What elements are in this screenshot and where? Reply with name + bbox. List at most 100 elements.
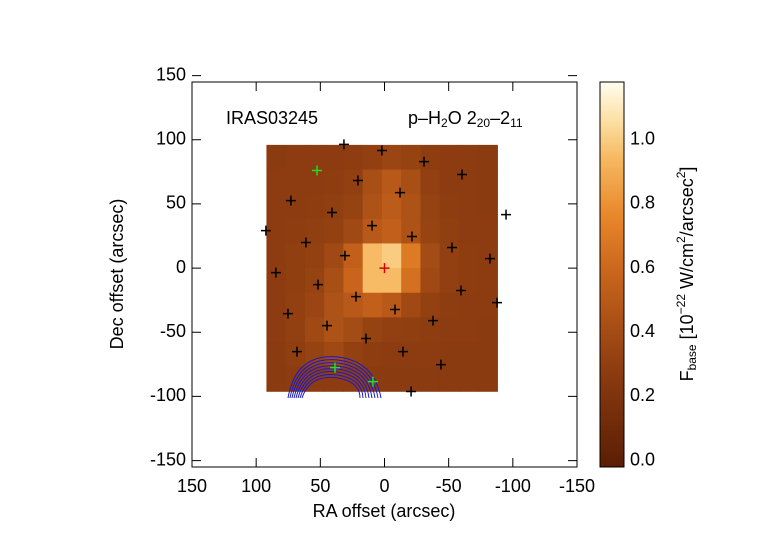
cross-marker [447,242,458,253]
x-tick-label: -150 [559,476,595,496]
image-cell [304,194,325,220]
cross-marker [501,209,512,220]
image-cell [343,169,364,195]
cross-marker [285,195,296,206]
image-cell [381,292,402,318]
image-cell [478,144,498,171]
image-cell [324,317,344,343]
image-cell [266,268,287,294]
colorbar [599,81,625,468]
image-cell [420,169,441,195]
image-cell [458,218,479,244]
image-cell [420,366,441,392]
image-cell [343,342,364,368]
colorbar-label-part: /arcsec [677,178,697,236]
image-cell [381,317,402,343]
image-cell [362,144,383,171]
cross-marker [351,291,362,302]
image-cell [343,218,364,244]
image-cell [420,342,441,368]
y-axis-label: Dec offset (arcsec) [107,199,127,350]
image-cell [285,169,306,195]
cross-marker [329,362,340,373]
axes: 150 100 50 0 -50 -100 -150 -150 -100 -50 0 50 100 150… [150,64,655,495]
image-cell [458,169,479,195]
image-cell [381,169,402,195]
colorbar-tick-label: 0.4 [630,321,655,341]
cross-marker [311,165,322,176]
image-cell [381,218,402,244]
image-cell [401,194,421,220]
y-tick-label: 0 [176,257,186,277]
x-tick-label: -50 [436,476,462,496]
image-cell [478,268,498,294]
image-cell [478,243,498,269]
image-cell [266,218,287,244]
image-cell [343,194,364,220]
line-label: p–H2O 220–211 [408,108,523,130]
cross-marker [492,297,503,308]
image-cell [458,292,479,318]
y-tick-label: -50 [160,321,186,341]
line-label-part: 2 [441,116,448,130]
image-cell [439,342,460,368]
line-label-part: p–H [408,108,441,128]
cross-marker [397,346,408,357]
colorbar-label-part: 2 [674,236,688,243]
image-cell [401,218,421,244]
image-cell [266,366,287,392]
colorbar-tick-label: 0.6 [630,257,655,277]
image-cell [439,194,460,220]
colorbar-label-part: −22 [674,294,688,315]
image-cell [285,292,306,318]
image-cell [324,342,344,368]
image-cell [266,243,287,269]
image-cell [458,194,479,220]
image-cell [420,144,441,171]
image-cell [324,292,344,318]
image-cell [381,243,402,269]
image-cell [458,243,479,269]
cross-marker [428,315,439,326]
image-cell [362,268,383,294]
image-cell [439,144,460,171]
image-cell [458,366,479,392]
image-cell [420,194,441,220]
image-cell [285,243,306,269]
image-cell [266,317,287,343]
x-tick-label: 0 [379,476,389,496]
image-cell [420,292,441,318]
cross-marker [379,263,390,274]
image-cell [458,342,479,368]
image-cell [266,194,287,220]
image-cell [401,144,421,171]
image-cell [343,144,364,171]
cross-marker [361,333,372,344]
image-cell [304,144,325,171]
image-cell [439,292,460,318]
y-tick-label: 50 [166,193,186,213]
image-cell [266,169,287,195]
image-cell [324,366,344,392]
image-cell [362,243,383,269]
image-cell [343,292,364,318]
image-cell [439,366,460,392]
image-cell [381,342,402,368]
image-cell [401,169,421,195]
image-cell [324,268,344,294]
image-cell [304,243,325,269]
source-label: IRAS03245 [226,108,318,128]
image-cell [362,169,383,195]
line-label-part: 20 [477,116,491,130]
image-cell [439,317,460,343]
image-cell [304,268,325,294]
line-label-part: –2 [490,108,510,128]
image-cell [343,243,364,269]
image-cell [420,317,441,343]
image-cell [343,317,364,343]
colorbar-tick-label: 0.2 [630,385,655,405]
image-cell [285,268,306,294]
colorbar-tick-label: 0.8 [630,193,655,213]
cross-marker [338,139,349,150]
image-cell [381,194,402,220]
